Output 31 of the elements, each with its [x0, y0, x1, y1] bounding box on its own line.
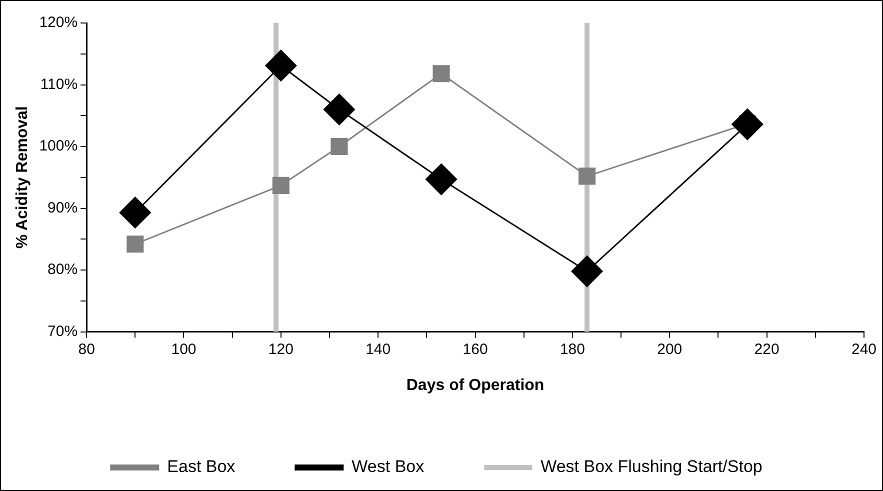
point	[323, 94, 355, 126]
y-tick-label: 120%	[39, 14, 78, 32]
x-tick-label: 100	[171, 340, 196, 358]
y-tick-label: 90%	[48, 199, 78, 216]
legend-label: East Box	[167, 457, 236, 476]
x-tick-label: 80	[78, 340, 95, 358]
point	[126, 236, 144, 253]
legend-label: West Box	[352, 457, 425, 476]
x-tick-label: 180	[560, 340, 585, 358]
y-tick-label: 110%	[40, 76, 78, 93]
point	[432, 65, 450, 82]
point	[571, 256, 603, 288]
y-tick-label: 70%	[48, 322, 78, 340]
x-axis-title: Days of Operation	[406, 376, 544, 394]
point	[265, 50, 297, 82]
y-tick-label: 100%	[39, 138, 78, 155]
x-tick-label: 140	[366, 340, 391, 358]
point	[732, 108, 764, 140]
point	[119, 196, 151, 228]
point	[426, 164, 458, 196]
y-axis-title: % Acidity Removal	[14, 106, 32, 249]
point	[330, 138, 348, 156]
point	[272, 176, 290, 194]
x-tick-label: 200	[657, 340, 682, 358]
legend-label: West Box Flushing Start/Stop	[540, 457, 762, 476]
x-tick-label: 220	[754, 340, 780, 358]
x-tick-label: 160	[462, 340, 488, 358]
y-tick-label: 80%	[48, 261, 78, 278]
x-tick-label: 120	[268, 340, 294, 358]
x-tick-label: 240	[851, 340, 877, 358]
point	[578, 168, 596, 185]
